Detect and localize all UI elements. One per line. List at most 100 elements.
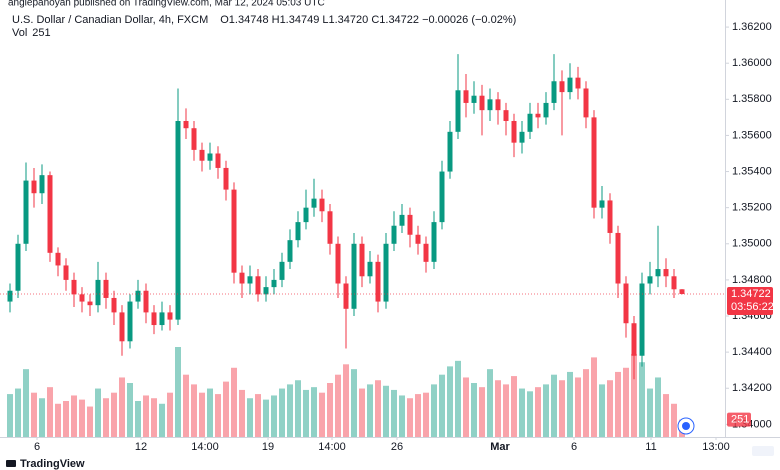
volume-bar [95, 388, 101, 437]
candle-body [511, 120, 517, 143]
volume-bar [271, 395, 277, 437]
volume-bar [231, 367, 237, 437]
y-tick-label: 1.36200 [732, 21, 772, 33]
candle-body [47, 175, 53, 253]
volume-bar [623, 367, 629, 437]
volume-bar [319, 392, 325, 437]
candle-body [487, 99, 493, 111]
candle-body [519, 131, 525, 143]
price-badge-value: 1.34722 [731, 288, 771, 300]
x-tick-label: 26 [391, 441, 403, 453]
volume-bar [119, 377, 125, 437]
candle-body [607, 200, 613, 233]
candle-body [167, 312, 173, 320]
candle-body [159, 312, 165, 326]
volume-caption: Vol [12, 27, 27, 39]
candle-body [439, 171, 445, 223]
volume-bar [487, 369, 493, 437]
y-tick-label: 1.35400 [732, 165, 772, 177]
candle-body [631, 323, 637, 356]
y-tick-label: 1.35000 [732, 238, 772, 250]
candle-body [183, 120, 189, 129]
candle-body [127, 301, 133, 342]
y-tick-label: 1.35200 [732, 202, 772, 214]
candle-body [327, 211, 333, 244]
volume-bar [143, 395, 149, 437]
volume-bar [479, 387, 485, 437]
volume-bar [175, 347, 181, 437]
volume-badge [727, 412, 751, 427]
volume-bar [559, 380, 565, 437]
volume-bar [223, 381, 229, 437]
volume-bar [519, 388, 525, 437]
volume-bar [471, 383, 477, 437]
candle-body [447, 131, 453, 172]
volume-bar [71, 395, 77, 437]
candle-body [471, 95, 477, 103]
candle-body [543, 102, 549, 118]
x-tick-label: 14:00 [318, 441, 346, 453]
volume-bar [351, 369, 357, 437]
volume-bar [399, 395, 405, 437]
volume-bar [575, 377, 581, 437]
volume-bar [135, 401, 141, 437]
settings-button[interactable] [752, 446, 774, 456]
volume-bar [103, 398, 109, 437]
candle-body [15, 243, 21, 291]
candle-body [263, 287, 269, 295]
volume-bar [215, 394, 221, 437]
volume-bar [127, 383, 133, 437]
volume-bar [367, 384, 373, 437]
candle-body [55, 252, 61, 266]
y-tick-label: 1.34800 [732, 274, 772, 286]
scroll-button[interactable] [677, 417, 695, 435]
volume-bar [255, 394, 261, 437]
symbol-title: U.S. Dollar / Canadian Dollar, 4h, FXCM [12, 14, 208, 26]
volume-bar [591, 357, 597, 437]
volume-bar [159, 403, 165, 437]
volume-bar [15, 388, 21, 437]
candle-body [271, 279, 277, 288]
volume-bar [583, 369, 589, 437]
volume-bar [663, 394, 669, 437]
candle-body [599, 200, 605, 208]
volume-bar [671, 403, 677, 437]
volume-bar [311, 387, 317, 437]
x-tick-label: 13:00 [702, 441, 730, 453]
volume-bar [7, 394, 13, 437]
scroll-icon-dot[interactable] [682, 422, 690, 430]
volume-bar [63, 401, 69, 437]
candle-body [535, 113, 541, 118]
candle-body [191, 128, 197, 150]
volume-bar [423, 392, 429, 437]
candle-body [31, 180, 37, 194]
volume-bar [39, 398, 45, 437]
candle-body [495, 99, 501, 111]
volume-bar [599, 384, 605, 437]
volume-bar [191, 384, 197, 437]
candle-body [351, 243, 357, 309]
candle-body [71, 279, 77, 295]
candle-body [407, 214, 413, 235]
volume-bar [391, 389, 397, 437]
candle-body [647, 276, 653, 284]
candle-body [103, 279, 109, 298]
volume-bar [631, 353, 637, 437]
candle-body [295, 222, 301, 241]
volume-bar [607, 380, 613, 437]
volume-bar [239, 389, 245, 437]
volume-bar [535, 387, 541, 437]
candle-body [39, 175, 45, 194]
candle-body [679, 289, 685, 294]
volume-bar [463, 377, 469, 437]
candle-body [63, 265, 69, 280]
candle-body [671, 276, 677, 290]
candle-body [7, 290, 13, 302]
volume-bar [639, 362, 645, 437]
candle-body [319, 198, 325, 212]
candle-body [479, 95, 485, 111]
candle-body [23, 180, 29, 244]
candle-body [503, 110, 509, 121]
